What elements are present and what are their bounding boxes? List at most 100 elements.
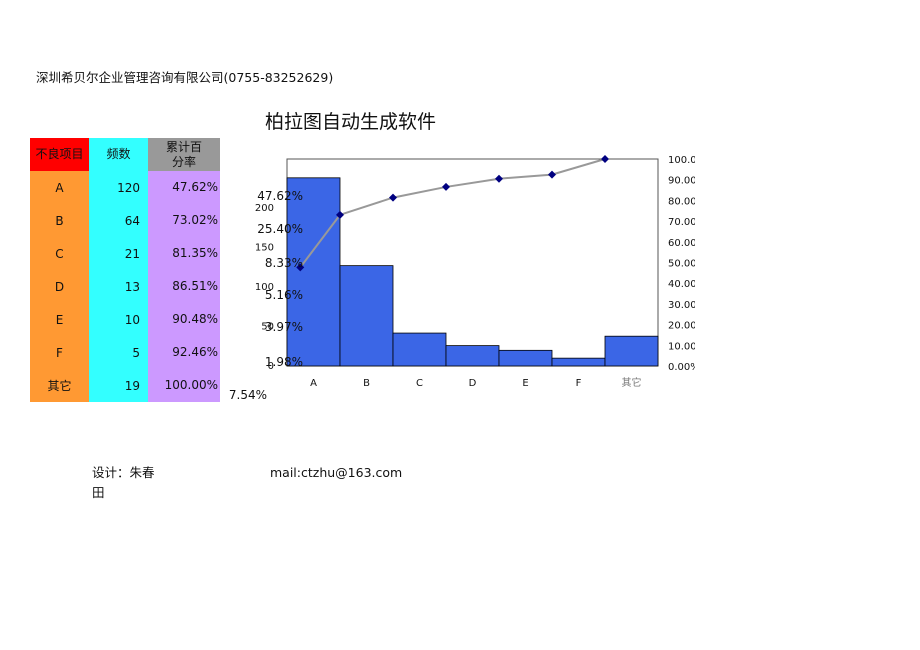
row-frequency: 13 xyxy=(89,270,148,303)
row-item-text: D xyxy=(54,279,65,294)
y-left-tick-label: 0 xyxy=(268,361,274,372)
pareto-bar xyxy=(392,332,447,367)
header-cumulative-text: 累计百分率 xyxy=(165,139,202,169)
cumulative-point xyxy=(495,174,503,183)
row-item: D xyxy=(30,270,89,303)
bar-data-label: 5.16% xyxy=(265,288,303,302)
x-tick-label: D xyxy=(469,378,477,389)
cumulative-line xyxy=(299,158,606,269)
row-frequency: 5 xyxy=(89,336,148,369)
row-cumulative-percent-text: 100.00% xyxy=(164,378,218,392)
row-frequency: 21 xyxy=(89,237,148,270)
header-frequency: 频数 xyxy=(89,138,148,171)
y-right-tick-label: 20.00% xyxy=(668,321,695,332)
row-cumulative-percent: 81.35% xyxy=(148,237,220,270)
row-cumulative-percent: 92.46% xyxy=(148,336,220,369)
y-left-tick-label: 150 xyxy=(255,243,274,254)
bar-data-label: 7.54% xyxy=(229,388,267,402)
pareto-bar xyxy=(551,357,606,367)
y-right-tick-label: 10.00% xyxy=(668,341,695,352)
x-tick-label: A xyxy=(310,378,317,389)
row-cumulative-percent: 47.62% xyxy=(148,171,220,204)
bar-data-label: 25.40% xyxy=(257,222,303,236)
y-right-tick-label: 70.00% xyxy=(668,217,695,228)
y-right-tick-label: 30.00% xyxy=(668,300,695,311)
company-header: 深圳希贝尔企业管理咨询有限公司(0755-83252629) xyxy=(36,70,334,85)
row-item: 其它 xyxy=(30,369,89,402)
row-frequency-text: 21 xyxy=(124,246,140,261)
row-cumulative-percent-text: 86.51% xyxy=(172,279,218,293)
row-item: F xyxy=(30,336,89,369)
row-item: C xyxy=(30,237,89,270)
row-cumulative-percent: 100.00% xyxy=(148,369,220,402)
row-cumulative-percent: 73.02% xyxy=(148,204,220,237)
y-right-tick-label: 60.00% xyxy=(668,238,695,249)
row-frequency: 19 xyxy=(89,369,148,402)
cumulative-point xyxy=(548,170,556,179)
row-frequency: 10 xyxy=(89,303,148,336)
cumulative-point xyxy=(601,155,609,163)
row-frequency: 64 xyxy=(89,204,148,237)
pareto-bar xyxy=(604,335,659,367)
row-frequency-text: 19 xyxy=(124,378,140,393)
bar-data-label: 1.98% xyxy=(265,355,303,369)
row-frequency-text: 5 xyxy=(132,345,140,360)
y-right-tick-label: 50.00% xyxy=(668,259,695,270)
row-item-text: B xyxy=(55,213,64,228)
row-cumulative-percent: 90.48% xyxy=(148,303,220,336)
page-title: 柏拉图自动生成软件 xyxy=(265,111,437,133)
row-frequency-text: 120 xyxy=(117,180,140,195)
header-cumulative-percent: 累计百分率 xyxy=(148,138,220,171)
table-row: E 10 90.48% xyxy=(30,303,220,336)
y-right-tick-label: 40.00% xyxy=(668,279,695,290)
cumulative-point xyxy=(442,182,450,191)
row-item: E xyxy=(30,303,89,336)
cumulative-point xyxy=(389,193,397,202)
x-tick-label: F xyxy=(576,378,582,389)
table-row: D 13 86.51% xyxy=(30,270,220,303)
row-frequency-text: 13 xyxy=(124,279,140,294)
y-right-tick-label: 90.00% xyxy=(668,176,695,187)
bar-data-label: 3.97% xyxy=(265,320,303,334)
cumulative-point xyxy=(336,210,344,219)
table-row: B 64 73.02% xyxy=(30,204,220,237)
table-row: A 120 47.62% xyxy=(30,171,220,204)
y-left-tick-label: 200 xyxy=(255,203,274,214)
cumulative-point xyxy=(296,263,305,272)
contact-email: mail:ctzhu@163.com xyxy=(270,465,403,480)
row-cumulative-percent-text: 92.46% xyxy=(172,345,218,359)
y-right-tick-label: 100.00% xyxy=(668,155,695,166)
pareto-bar xyxy=(339,265,394,367)
row-frequency-text: 64 xyxy=(124,213,140,228)
y-right-tick-label: 0.00% xyxy=(668,362,695,373)
row-cumulative-percent: 86.51% xyxy=(148,270,220,303)
row-frequency: 120 xyxy=(89,171,148,204)
pareto-bar xyxy=(286,177,341,367)
row-frequency-text: 10 xyxy=(124,312,140,327)
y-left-tick-label: 100 xyxy=(255,282,274,293)
x-tick-label: B xyxy=(363,378,370,389)
row-item: B xyxy=(30,204,89,237)
row-item-text: C xyxy=(55,246,64,261)
row-item-text: E xyxy=(55,312,64,327)
y-right-tick-label: 80.00% xyxy=(668,196,695,207)
pareto-bar xyxy=(445,345,500,367)
header-defect-item: 不良项目 xyxy=(30,138,89,171)
bar-data-label: 47.62% xyxy=(257,189,303,203)
x-tick-label: C xyxy=(416,378,423,389)
designer-credit: 设计：朱春田 xyxy=(92,465,155,500)
row-cumulative-percent-text: 73.02% xyxy=(172,213,218,227)
x-tick-label: E xyxy=(522,378,528,389)
row-cumulative-percent-text: 90.48% xyxy=(172,312,218,326)
row-item: A xyxy=(30,171,89,204)
table-row: C 21 81.35% xyxy=(30,237,220,270)
row-item-text: 其它 xyxy=(47,379,72,393)
row-cumulative-percent-text: 81.35% xyxy=(172,246,218,260)
table-header-row: 不良项目 频数 累计百分率 xyxy=(30,138,220,171)
table-row: 其它 19 100.00% xyxy=(30,369,220,402)
y-left-tick-label: 50 xyxy=(261,322,274,333)
defect-table: 不良项目 频数 累计百分率 A 120 47.62% B 64 73.02% C 21 81.3… xyxy=(30,138,220,402)
table-row: F 5 92.46% xyxy=(30,336,220,369)
row-item-text: A xyxy=(55,180,64,195)
row-item-text: F xyxy=(56,345,63,360)
